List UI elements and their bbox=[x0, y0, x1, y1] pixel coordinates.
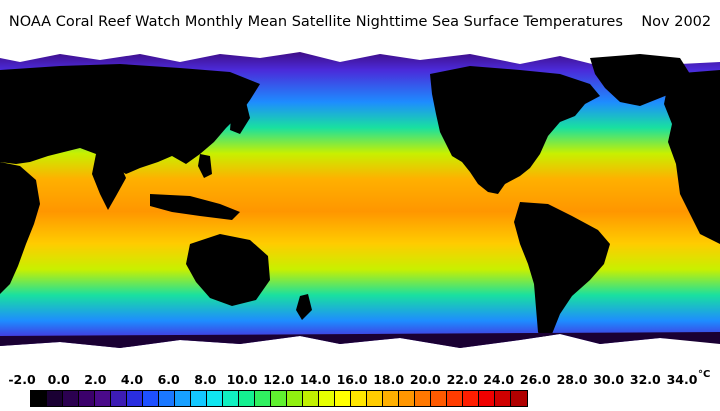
south-america bbox=[514, 202, 610, 344]
eurasia bbox=[0, 64, 260, 174]
colorbar-tick-label: 28.0 bbox=[556, 372, 588, 387]
colorbar-tick-label: 6.0 bbox=[157, 372, 180, 387]
colorbar-tick-label: 16.0 bbox=[336, 372, 368, 387]
temperature-colorbar bbox=[30, 390, 528, 407]
colorbar-swatch bbox=[271, 391, 287, 406]
colorbar-tick-label: 34.0 bbox=[666, 372, 698, 387]
north-america bbox=[430, 66, 600, 194]
colorbar-tick-label: -2.0 bbox=[8, 372, 36, 387]
colorbar-tick-label: 2.0 bbox=[84, 372, 107, 387]
colorbar-swatch bbox=[415, 391, 431, 406]
colorbar-swatch bbox=[367, 391, 383, 406]
colorbar-swatch bbox=[383, 391, 399, 406]
colorbar-swatch bbox=[319, 391, 335, 406]
colorbar-swatch bbox=[143, 391, 159, 406]
colorbar-tick-label: 32.0 bbox=[629, 372, 661, 387]
colorbar-swatch bbox=[335, 391, 351, 406]
colorbar-tick-label: 30.0 bbox=[593, 372, 625, 387]
colorbar-swatch bbox=[495, 391, 511, 406]
colorbar-swatch bbox=[191, 391, 207, 406]
colorbar-swatch bbox=[159, 391, 175, 406]
antarctica bbox=[0, 334, 720, 366]
europe-africa-right bbox=[664, 70, 720, 244]
colorbar-swatch bbox=[47, 391, 63, 406]
antarctica-coast bbox=[0, 332, 720, 348]
colorbar-tick-label: 26.0 bbox=[519, 372, 551, 387]
africa bbox=[0, 162, 40, 294]
colorbar-swatch bbox=[79, 391, 95, 406]
colorbar-tick-label: 14.0 bbox=[299, 372, 331, 387]
colorbar-swatch bbox=[303, 391, 319, 406]
japan bbox=[230, 102, 250, 134]
colorbar-swatch bbox=[223, 391, 239, 406]
colorbar-tick-label: 18.0 bbox=[373, 372, 405, 387]
colorbar-swatch bbox=[255, 391, 271, 406]
colorbar-swatch bbox=[479, 391, 495, 406]
arctic-ice bbox=[0, 44, 720, 66]
colorbar-swatch bbox=[175, 391, 191, 406]
colorbar-tick-label: 20.0 bbox=[409, 372, 441, 387]
greenland bbox=[590, 54, 690, 106]
colorbar-tick-labels: -2.0 0.0 2.0 4.0 6.0 8.0 10.0 12.0 14.0 16.0 18.0 2… bbox=[0, 372, 720, 388]
india bbox=[92, 154, 126, 210]
colorbar-tick-label: 0.0 bbox=[47, 372, 70, 387]
colorbar-swatch bbox=[399, 391, 415, 406]
colorbar-tick-label: 22.0 bbox=[446, 372, 478, 387]
map-title: NOAA Coral Reef Watch Monthly Mean Satel… bbox=[8, 14, 712, 30]
colorbar-swatch bbox=[511, 391, 527, 406]
colorbar-tick-label: 10.0 bbox=[226, 372, 258, 387]
sea-surface-temperature-map bbox=[0, 44, 720, 366]
colorbar-swatch bbox=[31, 391, 47, 406]
colorbar-swatch bbox=[287, 391, 303, 406]
indonesia bbox=[150, 194, 240, 220]
colorbar-tick-label: 4.0 bbox=[120, 372, 144, 387]
colorbar-swatch bbox=[431, 391, 447, 406]
colorbar-swatch bbox=[463, 391, 479, 406]
colorbar-swatch bbox=[111, 391, 127, 406]
colorbar-swatch bbox=[127, 391, 143, 406]
colorbar-swatch bbox=[95, 391, 111, 406]
colorbar-swatch bbox=[207, 391, 223, 406]
colorbar-swatch bbox=[63, 391, 79, 406]
colorbar-tick-label: 8.0 bbox=[194, 372, 217, 387]
colorbar-tick-label: 12.0 bbox=[263, 372, 295, 387]
colorbar-swatch bbox=[239, 391, 255, 406]
colorbar-tick-label: 24.0 bbox=[483, 372, 515, 387]
colorbar-swatch bbox=[351, 391, 367, 406]
philippines bbox=[198, 154, 212, 178]
australia bbox=[186, 234, 270, 306]
colorbar-swatch bbox=[447, 391, 463, 406]
new-zealand bbox=[296, 294, 312, 320]
colorbar-unit: °C bbox=[698, 369, 711, 380]
